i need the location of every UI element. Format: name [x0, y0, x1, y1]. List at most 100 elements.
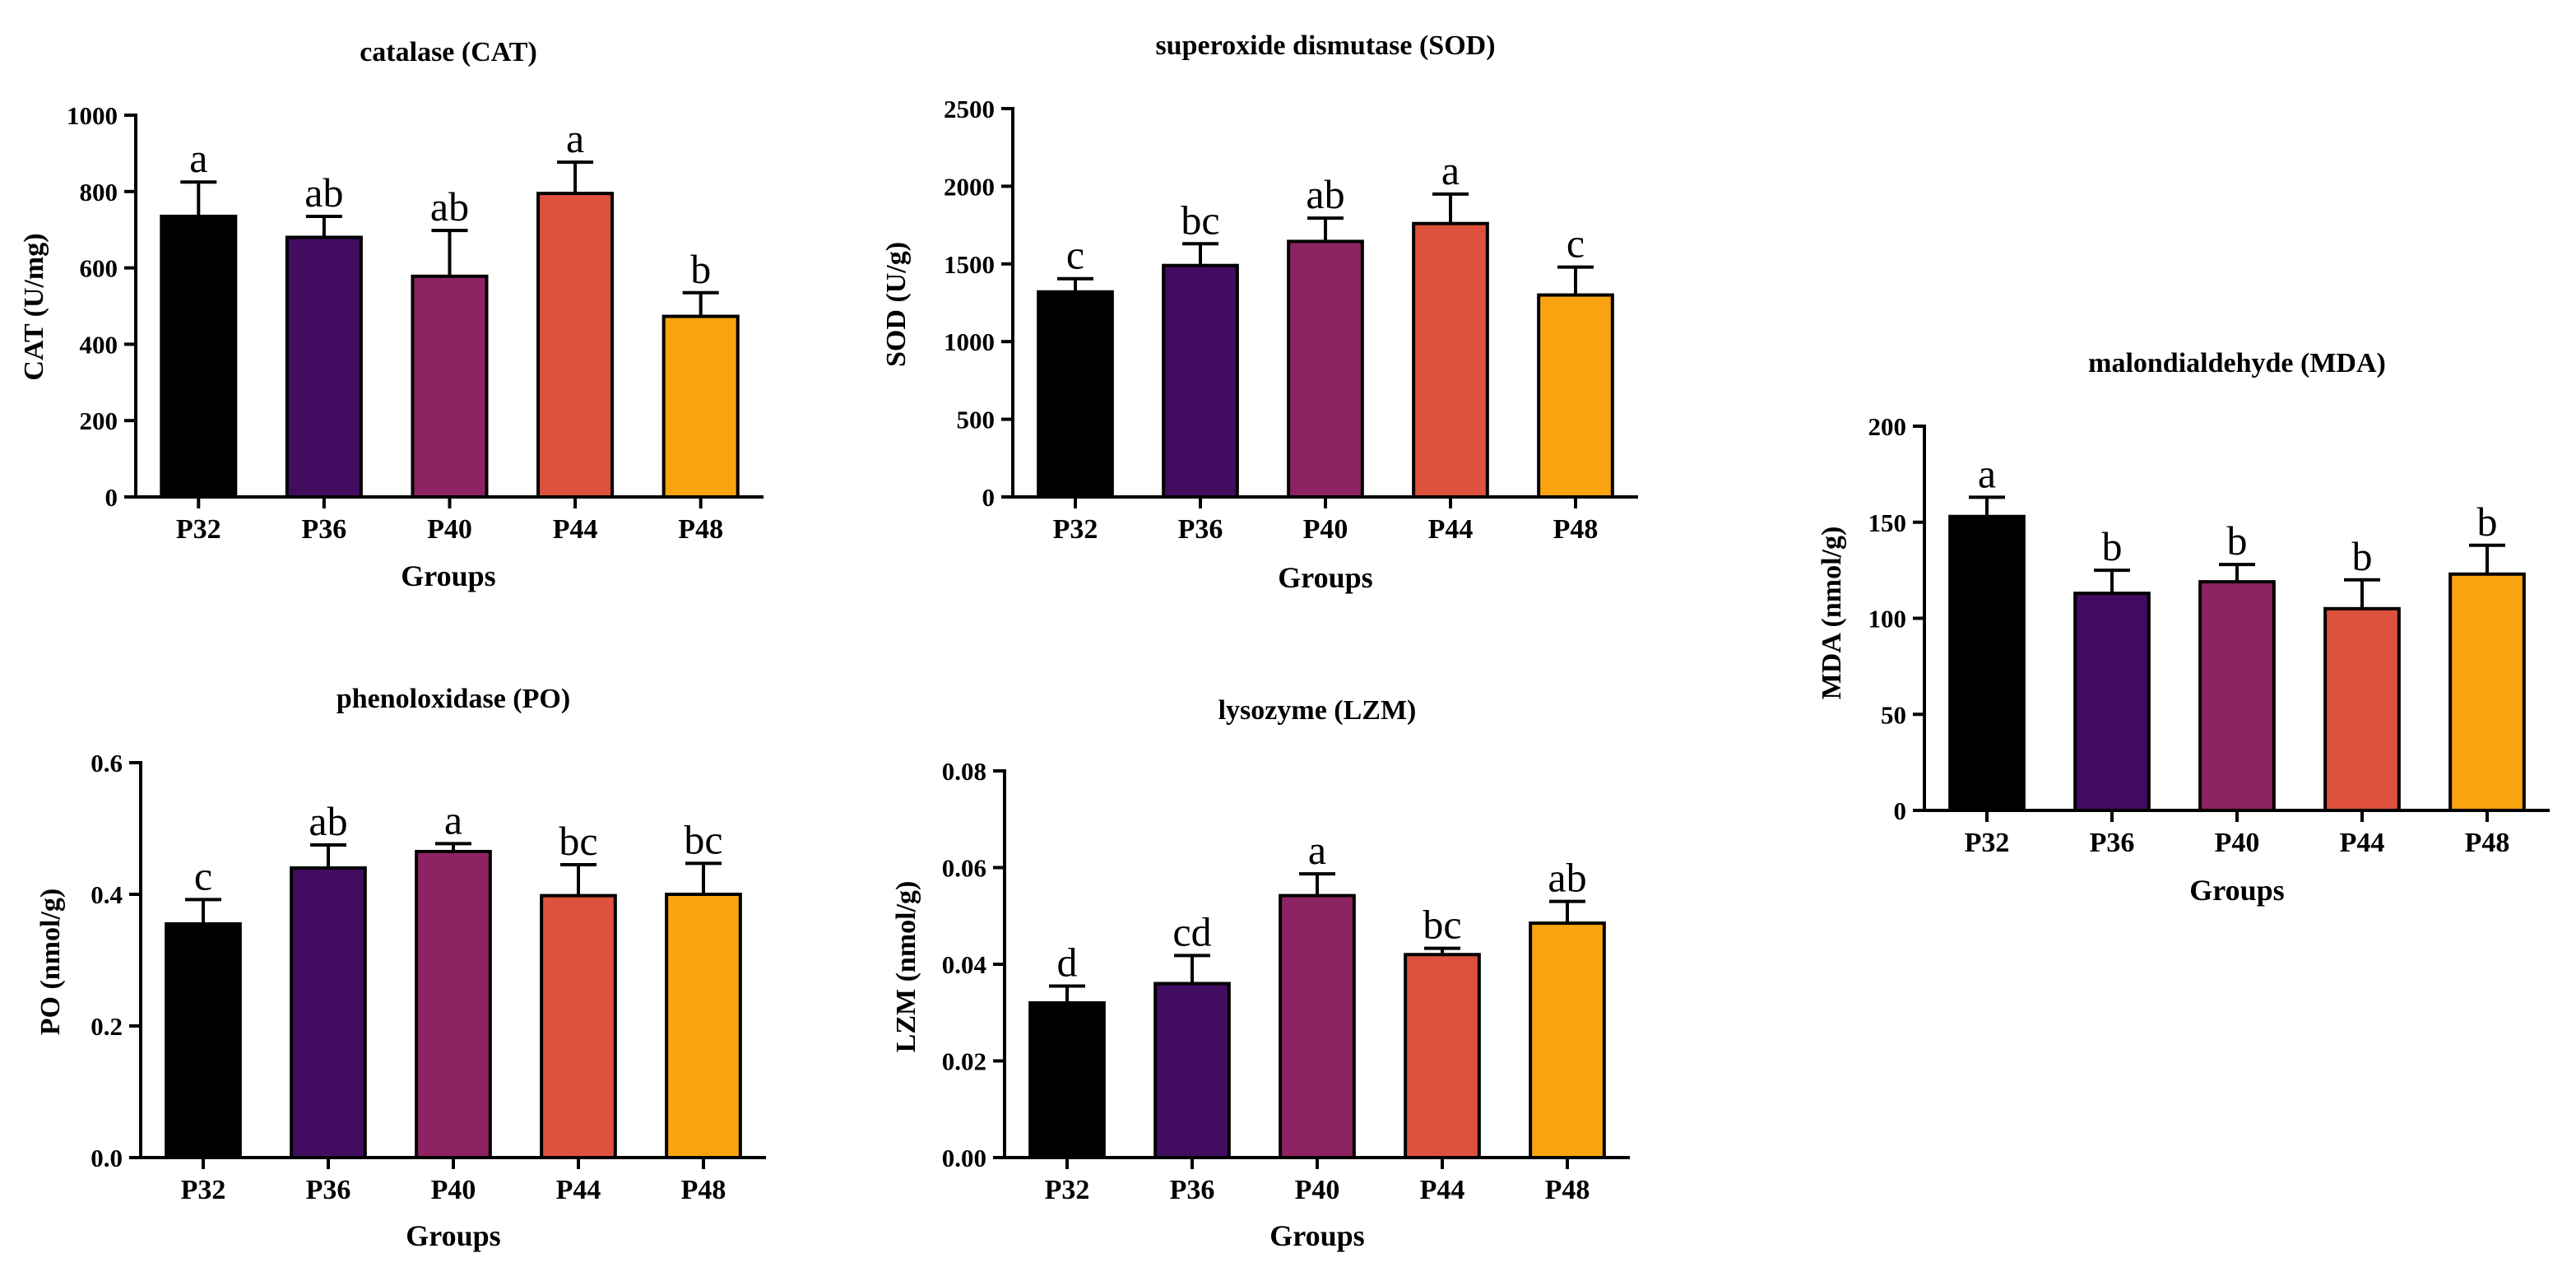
- y-tick-label: 0: [982, 483, 996, 512]
- y-tick-label: 0.4: [91, 880, 123, 909]
- y-tick-label: 2000: [944, 172, 995, 201]
- chart-sod: superoxide dismutase (SOD) SOD (U/g) Gro…: [881, 30, 1638, 594]
- significance-letter: bc: [559, 818, 597, 864]
- x-tick-label: P48: [1545, 1175, 1590, 1205]
- bar-p32: [160, 214, 238, 499]
- significance-letter: cd: [1172, 908, 1211, 954]
- significance-letter: a: [189, 135, 207, 181]
- y-axis-label: PO (nmol/g): [35, 889, 66, 1035]
- y-tick-label: 200: [80, 406, 118, 435]
- x-tick-label: P44: [1428, 514, 1474, 545]
- significance-letter: ab: [304, 169, 343, 216]
- y-tick-label: 0: [1894, 796, 1907, 825]
- x-tick-label: P32: [1965, 828, 2010, 858]
- y-tick-label: 0.2: [91, 1012, 123, 1041]
- x-tick-label: P40: [427, 514, 472, 545]
- bar-p40: [1279, 893, 1356, 1159]
- y-tick-label: 1000: [67, 101, 118, 130]
- bar-p32: [165, 922, 242, 1159]
- y-tick-label: 2500: [944, 95, 995, 123]
- bar-p48: [1537, 293, 1614, 499]
- x-axis-label: Groups: [401, 559, 495, 592]
- x-tick-label: P44: [1420, 1175, 1465, 1205]
- y-tick-label: 0.00: [942, 1144, 986, 1172]
- plot-area: 0 500 1000 1500 2000 2500 P32 c P36 bc P40 ab P44 a P4…: [944, 95, 1638, 545]
- significance-letter: ab: [1548, 855, 1586, 901]
- bar-p36: [2073, 592, 2151, 813]
- significance-letter: bc: [1181, 197, 1219, 243]
- y-tick-label: 50: [1881, 700, 1906, 729]
- y-tick-label: 800: [80, 178, 118, 207]
- y-tick-label: 600: [80, 254, 118, 283]
- y-tick-label: 0: [105, 483, 118, 512]
- bar-p36: [1162, 263, 1239, 499]
- chart-title: malondialdehyde (MDA): [2088, 348, 2386, 378]
- significance-letter: bc: [684, 816, 722, 862]
- y-axis-label: LZM (nmol/g): [891, 881, 921, 1053]
- y-axis-label: MDA (nmol/g): [1817, 527, 1847, 700]
- x-tick-label: P48: [1553, 514, 1599, 545]
- x-tick-label: P32: [181, 1175, 226, 1205]
- x-tick-label: P44: [556, 1175, 601, 1205]
- x-tick-label: P36: [302, 514, 347, 545]
- bar-p40: [415, 850, 492, 1159]
- bar-p48: [661, 314, 740, 499]
- y-tick-label: 100: [1868, 605, 1907, 634]
- x-tick-label: P36: [1170, 1175, 1215, 1205]
- bar-p36: [285, 235, 363, 499]
- y-tick-label: 0.02: [942, 1047, 986, 1076]
- plot-area: 0.00 0.02 0.04 0.06 0.08 P32 d P36 cd P40 a P44 bc P4…: [942, 757, 1630, 1205]
- bar-p36: [1153, 982, 1231, 1159]
- bar-p32: [1028, 1001, 1106, 1159]
- significance-letter: bc: [1423, 902, 1461, 948]
- significance-letter: a: [566, 115, 584, 161]
- chart-po: phenoloxidase (PO) PO (nmol/g) Groups 0.…: [35, 684, 766, 1252]
- bar-p44: [1404, 953, 1481, 1159]
- y-tick-label: 1000: [944, 327, 995, 356]
- bar-p44: [540, 893, 617, 1159]
- bar-p40: [2198, 580, 2276, 812]
- bar-p48: [1529, 921, 1606, 1159]
- x-tick-label: P48: [678, 514, 723, 545]
- bar-p48: [2448, 572, 2526, 812]
- bar-p40: [1287, 239, 1364, 499]
- x-axis-label: Groups: [1269, 1219, 1364, 1252]
- x-tick-label: P40: [2215, 828, 2260, 858]
- significance-letter: a: [1978, 450, 1996, 496]
- plot-area: 0 50 100 150 200 P32 a P36 b P40 b P44 b P48 b: [1868, 412, 2550, 858]
- bar-p44: [1412, 221, 1489, 499]
- bar-p44: [2323, 606, 2401, 813]
- significance-letter: b: [2227, 518, 2248, 564]
- x-tick-label: P32: [1045, 1175, 1090, 1205]
- x-tick-label: P36: [1178, 514, 1223, 545]
- y-tick-label: 0.06: [942, 854, 986, 883]
- chart-cat: catalase (CAT) CAT (U/mg) Groups 0 200 400…: [19, 37, 764, 592]
- significance-letter: a: [1308, 827, 1326, 873]
- y-tick-label: 0.04: [942, 950, 986, 979]
- significance-letter: ab: [309, 798, 347, 844]
- bar-p32: [1037, 290, 1114, 499]
- bar-p48: [665, 893, 742, 1159]
- chart-title: lysozyme (LZM): [1218, 695, 1417, 726]
- chart-title: catalase (CAT): [360, 37, 537, 67]
- chart-lzm: lysozyme (LZM) LZM (nmol/g) Groups 0.00 0…: [891, 695, 1630, 1252]
- x-tick-label: P44: [2340, 828, 2385, 858]
- significance-letter: b: [2352, 533, 2373, 579]
- significance-letter: c: [194, 852, 212, 898]
- chart-mda: malondialdehyde (MDA) MDA (nmol/g) Group…: [1817, 348, 2550, 907]
- x-tick-label: P36: [306, 1175, 351, 1205]
- significance-letter: b: [690, 246, 711, 292]
- significance-letter: ab: [1306, 171, 1344, 217]
- significance-letter: c: [1566, 220, 1585, 267]
- y-tick-label: 400: [80, 330, 118, 359]
- y-tick-label: 0.0: [91, 1144, 123, 1172]
- significance-letter: c: [1066, 232, 1084, 278]
- chart-title: phenoloxidase (PO): [337, 684, 570, 714]
- y-tick-label: 150: [1868, 508, 1907, 537]
- chart-title: superoxide dismutase (SOD): [1155, 30, 1495, 61]
- x-tick-label: P32: [176, 514, 221, 545]
- y-axis-label: SOD (U/g): [881, 242, 912, 367]
- significance-letter: b: [2477, 499, 2498, 545]
- x-tick-label: P40: [1303, 514, 1348, 545]
